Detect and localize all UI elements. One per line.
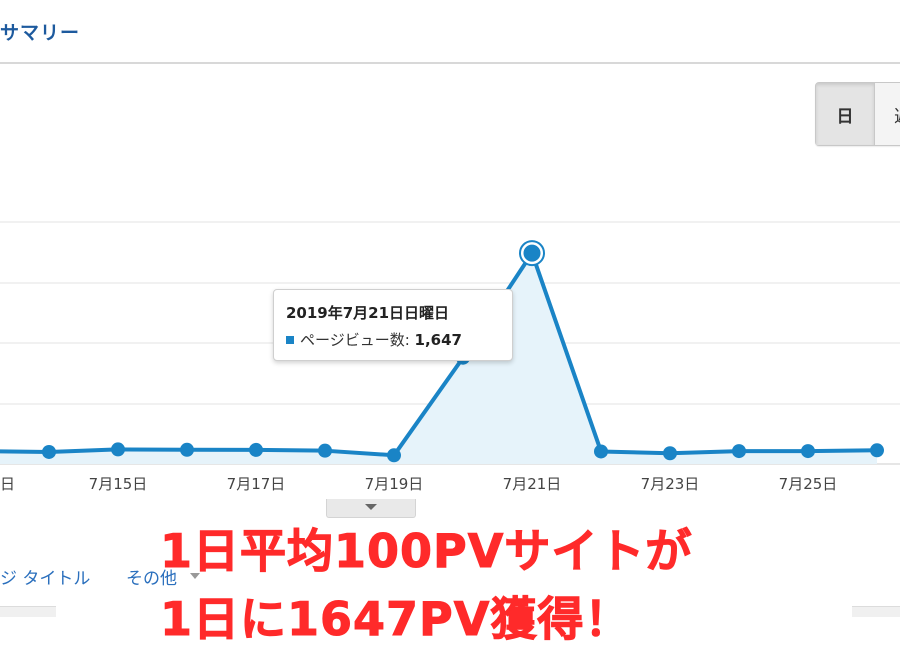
data-point[interactable]	[663, 446, 677, 461]
series-line	[0, 251, 878, 458]
x-tick-label: 日	[0, 475, 15, 493]
tooltip-value: 1,647	[414, 331, 462, 349]
x-tick-label: 7月19日	[365, 475, 424, 493]
x-tick-label: 7月25日	[779, 475, 838, 493]
headline-line-2: 1日に1647PV獲得！	[159, 592, 632, 647]
x-tick-label: 7月15日	[89, 475, 148, 493]
data-tooltip: 2019年7月21日日曜日 ページビュー数: 1,647	[273, 289, 513, 361]
footer-strip-left	[0, 606, 56, 617]
data-point[interactable]	[732, 444, 746, 459]
data-point[interactable]	[111, 442, 125, 457]
pageviews-chart: 日 7月15日 7月17日 7月19日 7月21日 7月23日 7月25日	[0, 221, 900, 493]
range-button-group: 日 週	[815, 82, 900, 146]
header-divider	[0, 62, 900, 64]
data-point[interactable]	[249, 442, 263, 457]
week-range-button[interactable]: 週	[894, 83, 900, 145]
data-point[interactable]	[387, 448, 401, 463]
x-tick-label: 7月21日	[503, 475, 562, 493]
data-point[interactable]	[520, 241, 544, 265]
x-axis-ticks: 日 7月15日 7月17日 7月19日 7月21日 7月23日 7月25日	[0, 475, 837, 493]
series-swatch-icon	[286, 335, 294, 344]
tooltip-row: ページビュー数: 1,647	[286, 329, 462, 350]
tooltip-date: 2019年7月21日日曜日	[286, 304, 450, 322]
day-range-button[interactable]: 日	[816, 83, 875, 145]
data-point[interactable]	[180, 442, 194, 457]
data-point[interactable]	[42, 444, 56, 459]
footer-strip-right	[852, 606, 900, 617]
series-points	[42, 240, 884, 463]
tooltip-metric-label: ページビュー数:	[300, 331, 410, 349]
other-link[interactable]: その他	[126, 569, 177, 589]
data-point[interactable]	[318, 443, 332, 458]
x-tick-label: 7月17日	[227, 475, 286, 493]
page-title: サマリー	[0, 22, 81, 44]
headline-line-1: 1日平均100PVサイトが	[159, 524, 693, 579]
chevron-down-icon	[190, 573, 200, 579]
data-point[interactable]	[594, 444, 608, 459]
chart-collapse-handle[interactable]	[326, 499, 416, 518]
highlight-ring	[519, 240, 545, 267]
data-point[interactable]	[801, 444, 815, 459]
x-tick-label: 7月23日	[641, 475, 700, 493]
series-area	[0, 253, 877, 464]
page-title-link[interactable]: ジ タイトル	[0, 569, 91, 589]
data-point[interactable]	[870, 443, 884, 458]
